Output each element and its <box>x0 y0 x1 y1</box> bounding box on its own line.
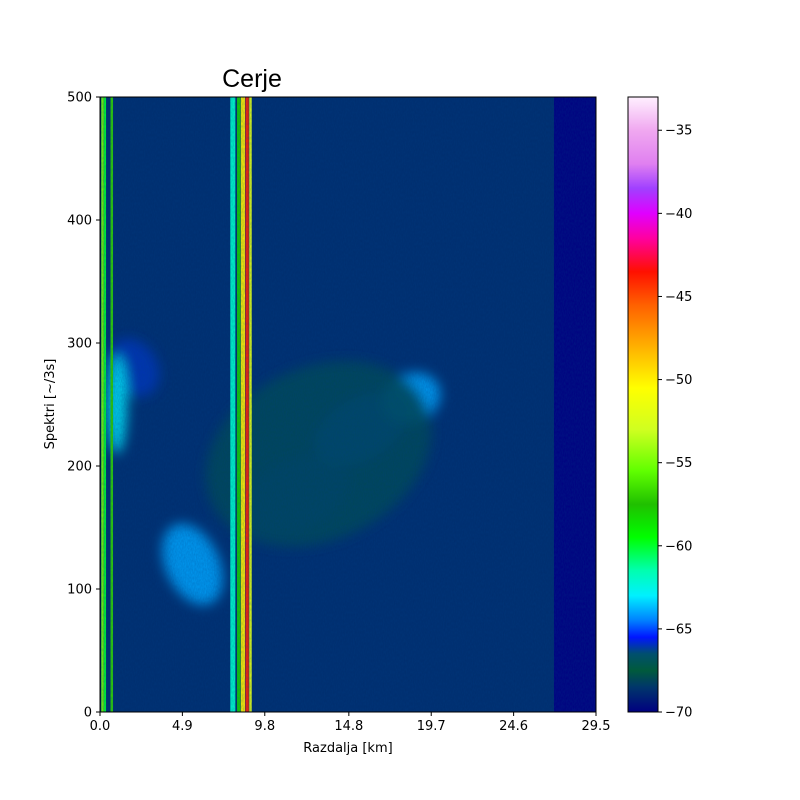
colorbar-tick-label: −35 <box>665 124 692 139</box>
colorbar-frame <box>627 96 659 713</box>
plot-frame <box>99 96 597 713</box>
x-tick-label: 0.0 <box>90 719 111 734</box>
colorbar-tick-label: −45 <box>665 290 692 305</box>
y-tick-label: 400 <box>67 214 92 229</box>
x-axis-label: Razdalja [km] <box>303 741 392 756</box>
x-tick-label: 14.8 <box>334 719 363 734</box>
chart-title: Cerje <box>222 65 282 93</box>
y-tick-label: 100 <box>67 583 92 598</box>
y-axis-label: Spektri [~/3s] <box>43 359 58 450</box>
colorbar-tick-label: −60 <box>665 539 692 554</box>
x-tick-label: 19.7 <box>417 719 446 734</box>
x-tick-label: 9.8 <box>254 719 275 734</box>
x-axis-ticks: 0.0 4.9 9.8 14.8 19.7 24.6 29.5 <box>90 712 611 734</box>
colorbar-fill <box>628 97 658 712</box>
y-axis-ticks: 0 100 200 300 400 500 <box>67 91 100 721</box>
colorbar-ticks: −35 −40 −45 −50 −55 −60 −65 −70 <box>658 124 692 721</box>
colorbar-tick-label: −70 <box>665 706 692 721</box>
x-tick-label: 4.9 <box>172 719 193 734</box>
colorbar-tick-label: −40 <box>665 207 692 222</box>
colorbar-tick-label: −50 <box>665 373 692 388</box>
x-tick-label: 24.6 <box>499 719 528 734</box>
colorbar-tick-label: −65 <box>665 622 692 637</box>
y-tick-label: 0 <box>84 706 92 721</box>
colorbar: −35 −40 −45 −50 −55 −60 −65 −70 <box>627 96 692 721</box>
y-tick-label: 500 <box>67 91 92 106</box>
y-tick-label: 200 <box>67 460 92 475</box>
y-tick-label: 300 <box>67 337 92 352</box>
x-tick-label: 29.5 <box>582 719 611 734</box>
heatmap-plot-area <box>100 97 596 712</box>
colorbar-tick-label: −55 <box>665 456 692 471</box>
noise-texture <box>100 97 596 712</box>
